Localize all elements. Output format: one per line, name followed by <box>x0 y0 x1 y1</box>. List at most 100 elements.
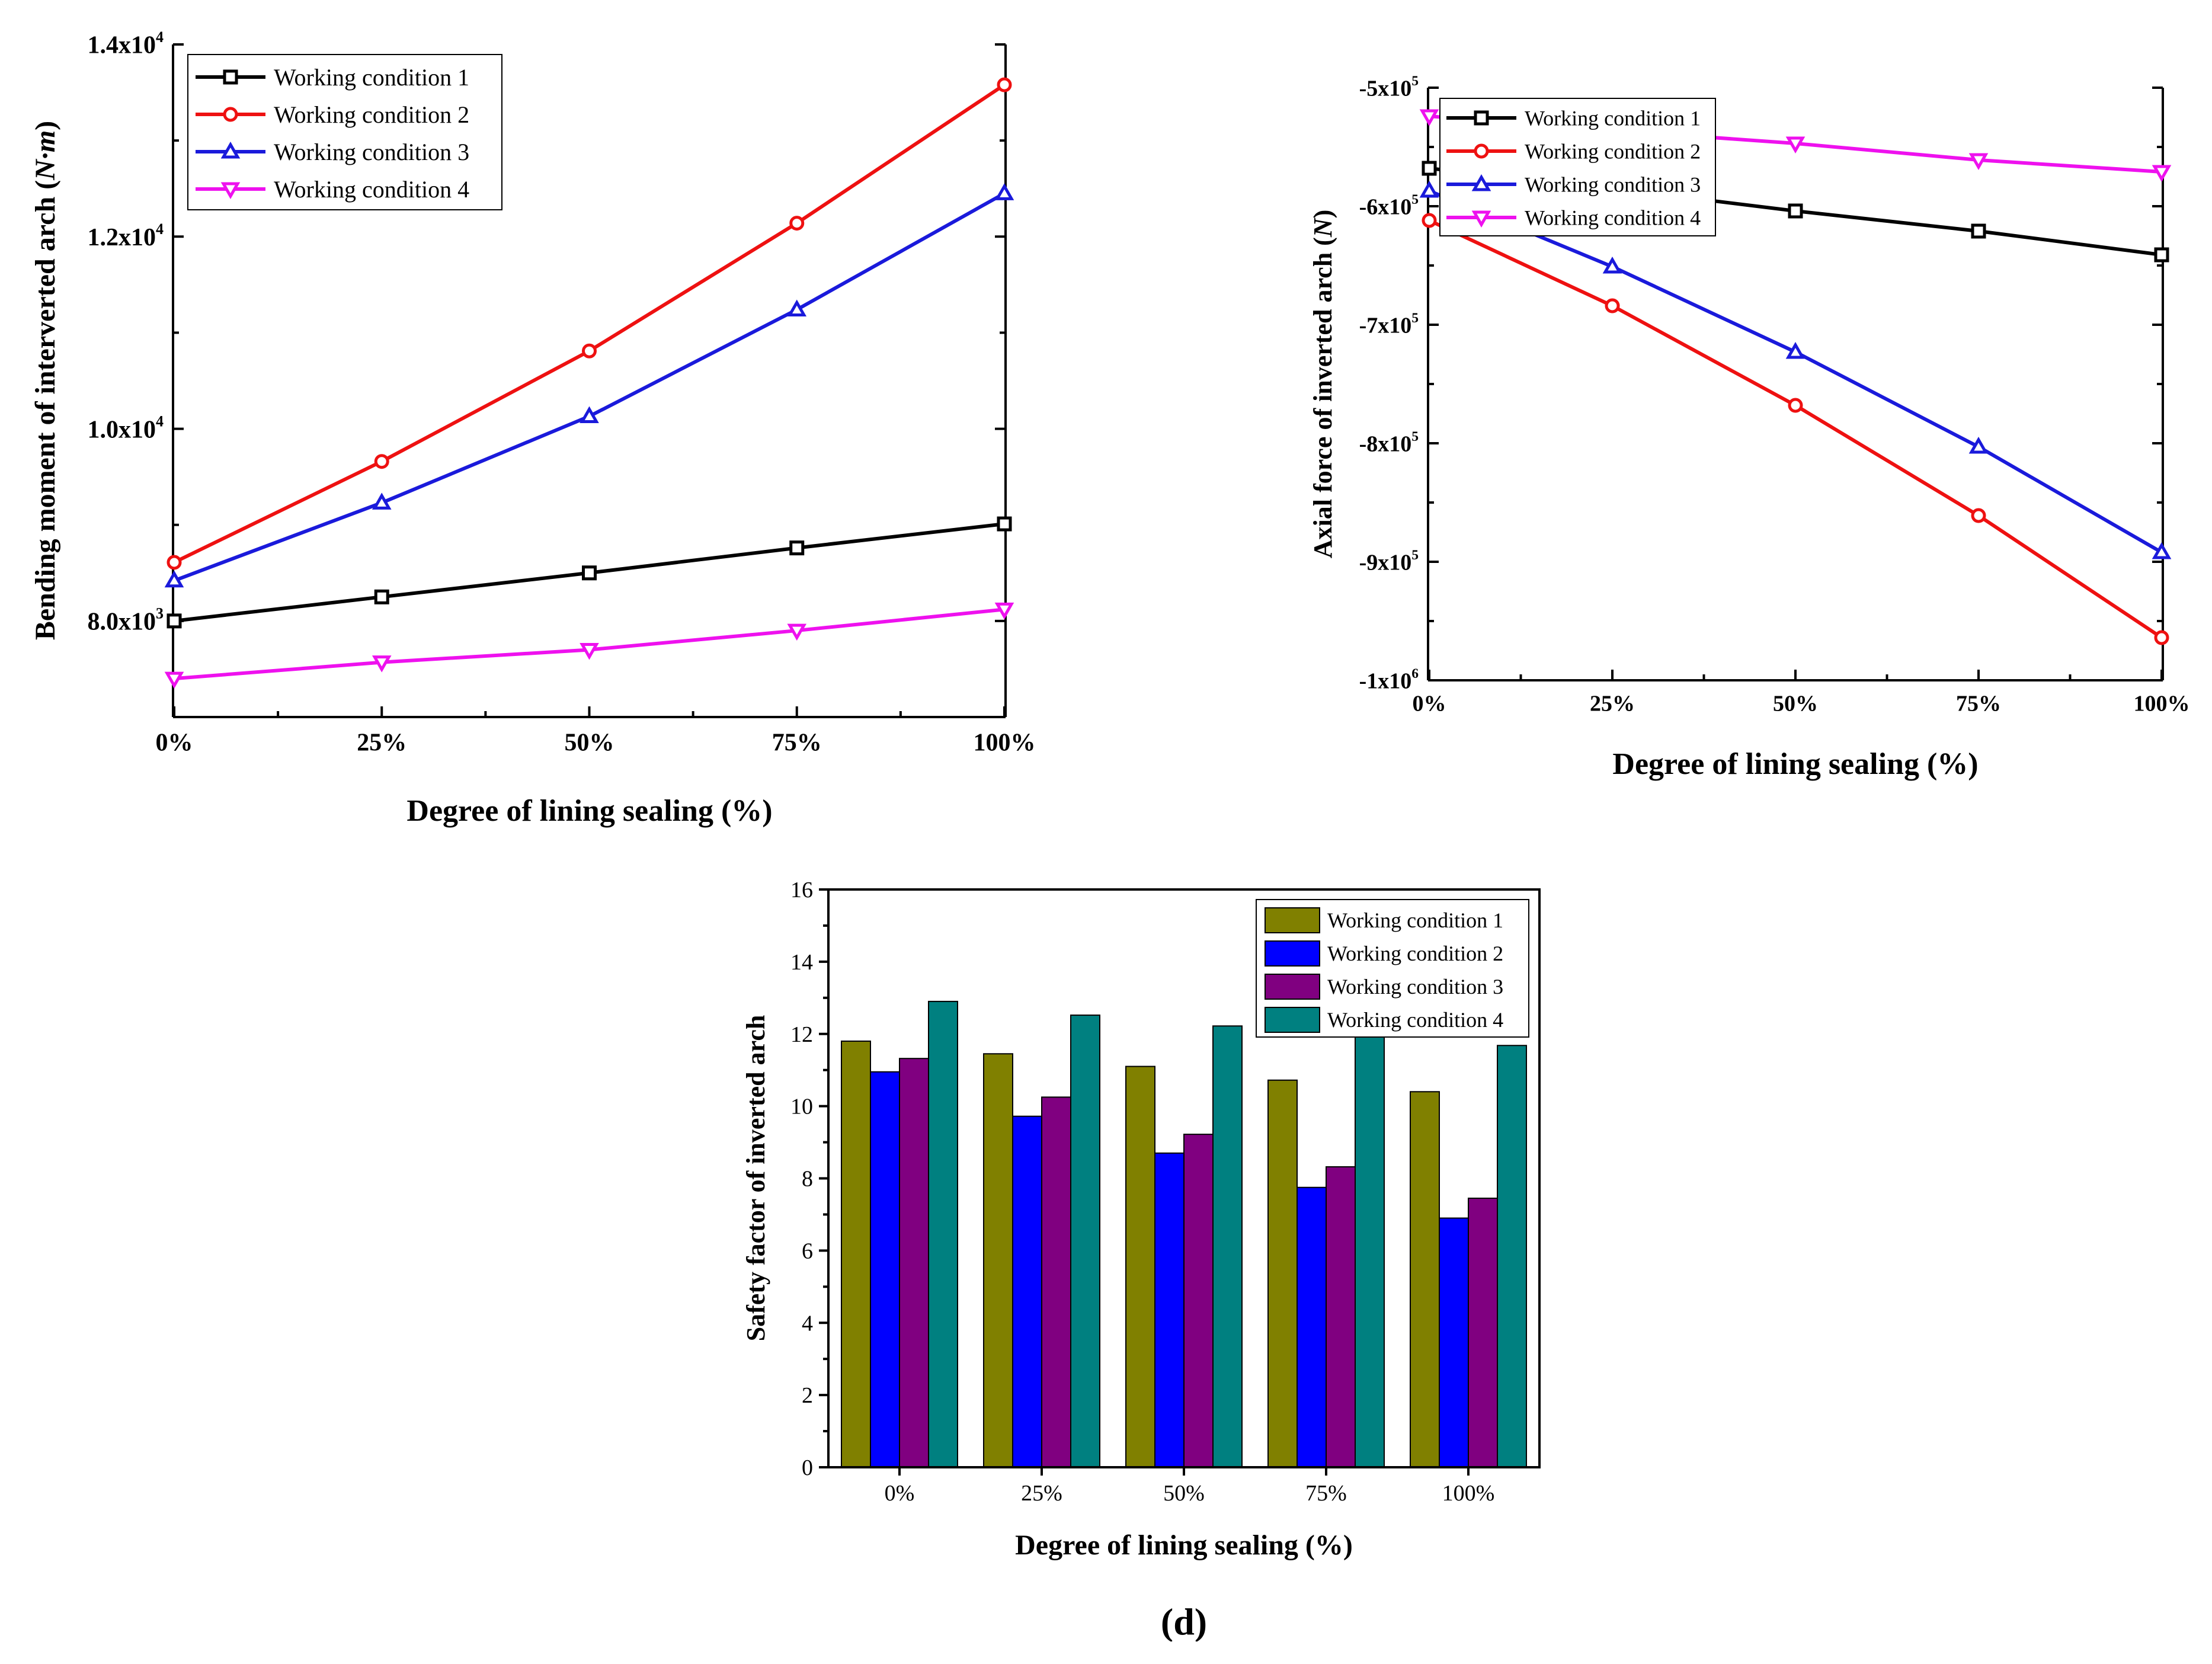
chart-c-x-axis-title: Degree of lining sealing (%) <box>1015 1529 1353 1561</box>
data-point <box>582 565 597 581</box>
bar <box>1355 1035 1385 1468</box>
chart-b-x-axis-title: Degree of lining sealing (%) <box>1612 747 1978 781</box>
x-tick-label: 100% <box>1442 1481 1495 1506</box>
bar <box>1154 1152 1185 1468</box>
legend-label: Working condition 3 <box>274 139 469 165</box>
bar <box>1439 1217 1469 1468</box>
y-tick-label: 0 <box>802 1455 813 1480</box>
bar <box>1326 1166 1356 1468</box>
y-tick-label: 8.0x103 <box>87 605 164 636</box>
data-point <box>1968 153 1989 171</box>
data-point <box>789 540 805 556</box>
legend-label: Working condition 1 <box>1525 107 1701 130</box>
legend-label: Working condition 2 <box>274 101 469 128</box>
data-point <box>1602 256 1622 274</box>
bar <box>1497 1045 1527 1468</box>
data-point <box>374 589 389 604</box>
x-tick-label: 0% <box>156 729 193 757</box>
data-point <box>372 492 392 510</box>
chart-c-y-axis-title: Safety factor of inverted arch <box>741 1015 770 1342</box>
bar <box>1267 1079 1298 1468</box>
chart-a-x-ticks: 0% 25% 50% 75% 100% <box>156 706 1036 757</box>
bending-moment-chart: 8.0x103 1.0x104 1.2x104 1.4x104 0% 25% 50% 75%… <box>30 28 1036 828</box>
chart-a-y-axis-title: Bending moment of interverted arch (N·m) <box>30 121 61 640</box>
legend-marker <box>1471 210 1491 228</box>
chart-c-x-ticks: 0% 25% 50% 75% 100% <box>885 1467 1495 1506</box>
data-point <box>374 454 389 469</box>
y-tick-label: 16 <box>790 878 813 903</box>
legend-label: Working condition 4 <box>274 176 469 203</box>
data-point <box>372 655 392 673</box>
safety-factor-chart: 0 2 4 6 8 10 12 14 16 0% 25% 50% 75% 100% Working co… <box>741 878 1541 1641</box>
data-point <box>787 623 807 641</box>
bar <box>1212 1025 1243 1468</box>
legend-label: Working condition 1 <box>274 64 469 91</box>
y-tick-label: 8 <box>802 1167 813 1192</box>
x-tick-label: 25% <box>1590 691 1635 716</box>
x-tick-label: 25% <box>357 729 406 757</box>
bar <box>1297 1186 1327 1468</box>
data-point <box>997 516 1012 532</box>
data-point <box>1788 398 1803 413</box>
x-tick-label: 100% <box>974 729 1036 757</box>
y-tick-label: 10 <box>790 1095 813 1119</box>
data-point <box>1422 161 1437 176</box>
legend-marker <box>1471 174 1491 191</box>
series-line <box>1428 219 2163 639</box>
data-point <box>997 77 1012 92</box>
data-point <box>580 643 599 660</box>
data-point <box>1419 109 1439 127</box>
data-point <box>787 299 807 317</box>
data-point <box>1971 223 1986 239</box>
chart-c-legend-entries: Working condition 1 Working condition 2 Wo… <box>1265 907 1503 1033</box>
x-tick-label: 100% <box>2134 691 2190 716</box>
data-point <box>1968 436 1989 454</box>
data-point <box>994 602 1014 620</box>
legend-swatch <box>1265 940 1320 967</box>
y-tick-label: 1.0x104 <box>87 412 164 443</box>
bar <box>841 1040 871 1468</box>
series-line <box>1428 189 2163 554</box>
data-point <box>1788 203 1803 219</box>
bar <box>983 1053 1013 1468</box>
bar <box>899 1058 929 1468</box>
bar <box>1183 1134 1214 1468</box>
chart-a-legend-entries: Working condition 1 Working condition 2 Wo… <box>196 64 469 203</box>
data-point <box>580 406 599 423</box>
data-point <box>1785 136 1806 154</box>
legend-label: Working condition 1 <box>1327 908 1503 932</box>
legend-marker <box>1474 110 1489 126</box>
legend-label: Working condition 3 <box>1327 975 1503 999</box>
legend-marker <box>1474 143 1489 159</box>
chart-b-legend-entries: Working condition 1 Working condition 2 Wo… <box>1446 107 1701 230</box>
y-tick-label: -9x105 <box>1359 548 1419 575</box>
chart-a-y-ticks: 8.0x103 1.0x104 1.2x104 1.4x104 <box>87 28 1006 636</box>
data-point <box>1785 341 1806 359</box>
data-point <box>1971 508 1986 523</box>
bar <box>1468 1198 1498 1468</box>
data-point <box>582 343 597 359</box>
x-tick-label: 0% <box>1413 691 1446 716</box>
data-point <box>1422 213 1437 228</box>
y-tick-label: 12 <box>790 1022 813 1047</box>
bar <box>1012 1115 1042 1468</box>
data-point <box>1605 298 1620 313</box>
chart-c-bars <box>841 1000 1527 1468</box>
bar <box>870 1071 900 1468</box>
y-tick-label: 1.4x104 <box>87 28 164 59</box>
x-tick-label: 25% <box>1021 1481 1062 1506</box>
legend-swatch <box>1265 974 1320 1000</box>
chart-c-legend: Working condition 1 Working condition 2 Wo… <box>1256 899 1529 1038</box>
data-point <box>2154 630 2169 645</box>
chart-a-x-axis-title: Degree of lining sealing (%) <box>406 794 772 828</box>
legend-marker <box>220 141 241 159</box>
legend-label: Working condition 2 <box>1525 140 1701 164</box>
legend-label: Working condition 3 <box>1525 173 1701 197</box>
data-point <box>789 216 805 231</box>
y-tick-label: 2 <box>802 1383 813 1408</box>
legend-swatch <box>1265 907 1320 933</box>
x-tick-label: 50% <box>1773 691 1818 716</box>
legend-swatch <box>1265 1007 1320 1033</box>
y-tick-label: -1x106 <box>1359 666 1419 693</box>
data-point <box>2154 247 2169 263</box>
